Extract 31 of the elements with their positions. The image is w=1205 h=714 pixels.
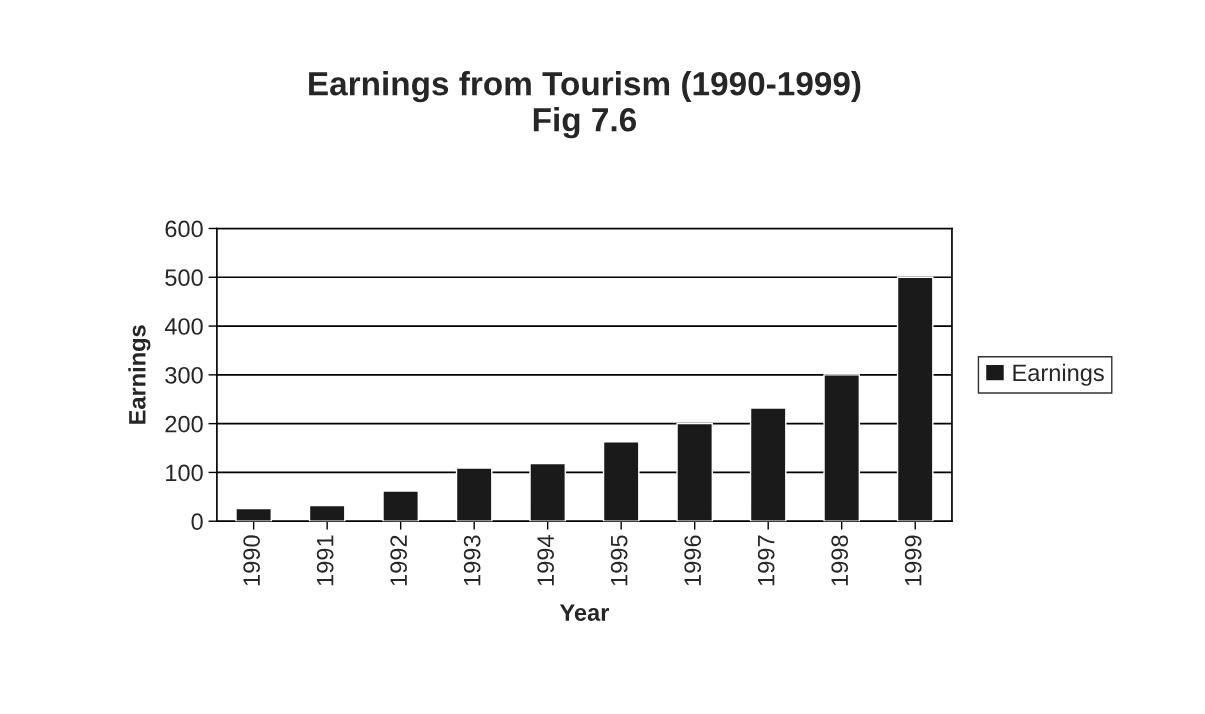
x-tick-label: 1999: [904, 535, 922, 586]
x-tick-label: 1994: [537, 535, 555, 586]
y-tick-label: 0: [191, 513, 203, 531]
x-axis-title: Year: [559, 604, 610, 621]
x-tick-label: 1991: [316, 535, 334, 586]
y-tick-label: 100: [166, 464, 203, 482]
y-tick-label: 600: [165, 220, 203, 238]
bar: [602, 440, 640, 522]
bar: [382, 490, 419, 522]
y-tick-label: 500: [165, 269, 203, 287]
x-tick-label: 1998: [831, 535, 849, 586]
bar: [749, 407, 787, 522]
bar: [896, 276, 934, 522]
bar: [676, 422, 714, 522]
x-tick-label: 1997: [757, 535, 775, 586]
bar: [235, 507, 272, 522]
x-tick-label: 1992: [390, 535, 407, 586]
x-tick-label: 1990: [243, 535, 260, 586]
y-tick-label: 400: [164, 318, 203, 335]
chart-title: Earnings from Tourism (1990-1999) Fig 7.6: [309, 71, 861, 139]
y-axis-title: Earnings: [128, 325, 151, 424]
y-tick-label: 300: [165, 366, 203, 384]
x-tick-label: 1993: [463, 535, 481, 586]
bar: [823, 374, 861, 522]
x-tick-label: 1995: [610, 535, 628, 586]
bar: [529, 462, 567, 522]
bar: [308, 504, 346, 522]
legend-label: Earnings: [1013, 363, 1104, 386]
y-tick-label: 200: [165, 415, 203, 433]
x-tick-label: 1996: [684, 535, 702, 586]
bar: [455, 467, 493, 522]
